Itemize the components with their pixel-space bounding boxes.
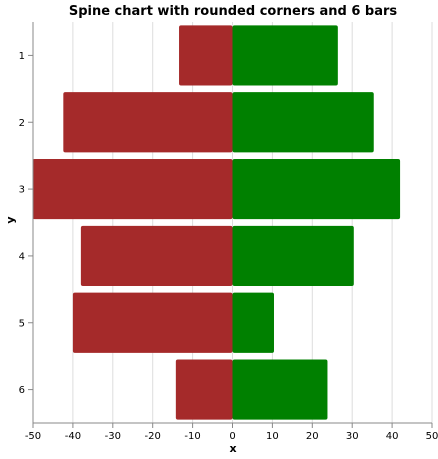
x-tick-label-7: 20 — [306, 431, 319, 442]
x-tick-label-0: -50 — [25, 431, 41, 442]
x-axis-title: x — [229, 442, 236, 455]
y-tick-label-5: 5 — [19, 318, 25, 329]
x-tick-label-2: -30 — [105, 431, 121, 442]
x-tick-label-10: 50 — [426, 431, 438, 442]
bars — [32, 25, 401, 420]
bar-series2-5 — [232, 292, 274, 353]
y-tick-label-2: 2 — [19, 118, 25, 129]
bar-series1-1 — [179, 25, 233, 86]
grid-lines — [32, 22, 433, 423]
bar-series1-5 — [72, 292, 233, 353]
bar-series2-3 — [232, 159, 401, 220]
chart-title: Spine chart with rounded corners and 6 b… — [69, 4, 398, 19]
y-axis-title: y — [4, 216, 17, 223]
x-tick-label-4: -10 — [184, 431, 200, 442]
y-tick-label-1: 1 — [19, 51, 25, 62]
y-tick-label-6: 6 — [19, 385, 25, 396]
x-tick-label-5: 0 — [229, 431, 235, 442]
bar-series1-2 — [63, 92, 233, 153]
axes: -50 -40 -30 -20 -10 0 10 20 30 40 50 1 2 3 4 5 6 — [19, 22, 438, 442]
x-tick-label-9: 40 — [386, 431, 399, 442]
bar-series2-1 — [232, 25, 338, 86]
bar-series1-3 — [32, 159, 233, 220]
x-tick-label-1: -40 — [65, 431, 81, 442]
x-tick-label-8: 30 — [346, 431, 359, 442]
bar-series2-2 — [232, 92, 374, 153]
x-tick-label-3: -20 — [145, 431, 161, 442]
bar-series1-6 — [175, 359, 233, 420]
x-tick-label-6: 10 — [266, 431, 279, 442]
bar-series2-6 — [232, 359, 328, 420]
bar-series2-4 — [232, 225, 354, 286]
y-tick-label-3: 3 — [19, 185, 25, 196]
y-tick-label-4: 4 — [19, 251, 25, 262]
bar-series1-4 — [80, 225, 233, 286]
